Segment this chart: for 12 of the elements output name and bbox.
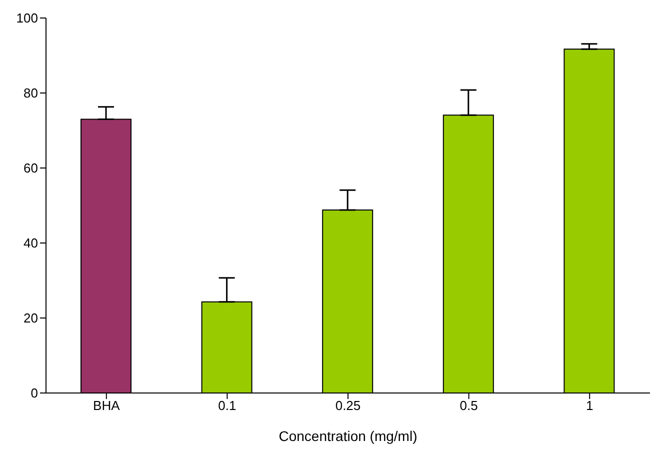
x-tick-label: BHA [93,398,120,414]
y-tick-label: 60 [24,160,38,176]
y-tick-label: 100 [16,10,38,26]
x-tick-label: 0.1 [218,398,236,414]
x-tick-label: 0.25 [335,398,361,414]
x-tick-label: 0.5 [460,398,478,414]
y-tick-label: 0 [30,386,38,401]
x-tick-label: 1 [586,398,594,414]
y-tick-label: 40 [24,236,38,251]
y-tick-label: 20 [24,310,38,326]
y-tick-label: 80 [24,86,38,101]
x-axis-title: Concentration (mg/ml) [278,428,418,444]
